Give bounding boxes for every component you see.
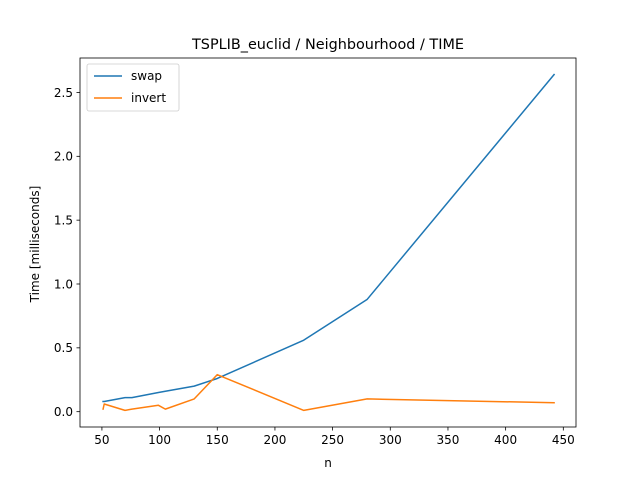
- x-tick-label: 400: [494, 433, 517, 447]
- legend-swap-label: swap: [131, 69, 162, 83]
- x-tick-label: 100: [148, 433, 171, 447]
- series-line-swap: [102, 73, 556, 403]
- x-tick-label: 250: [321, 433, 344, 447]
- x-tick-label: 150: [206, 433, 229, 447]
- y-axis-ticks: 0.0 0.5 1.0 1.5 2.0 2.5: [54, 86, 80, 419]
- x-axis-label: n: [324, 456, 332, 470]
- y-axis-label: Time [milliseconds]: [28, 186, 42, 304]
- plot-area-frame: [79, 57, 577, 428]
- x-tick-label: 300: [379, 433, 402, 447]
- legend-invert-label: invert: [131, 91, 166, 105]
- x-axis-ticks: 50 100 150 200 250 300 350 400 450: [94, 427, 575, 447]
- y-tick-label: 0.5: [54, 341, 73, 355]
- legend: swap invert: [86, 63, 180, 112]
- y-tick-label: 1.5: [54, 213, 73, 227]
- x-tick-label: 450: [552, 433, 575, 447]
- series-line-invert: [102, 373, 555, 412]
- chart-title: TSPLIB_euclid / Neighbourhood / TIME: [191, 37, 464, 53]
- x-tick-label: 200: [263, 433, 286, 447]
- y-tick-label: 2.0: [54, 150, 73, 164]
- x-tick-label: 50: [94, 433, 109, 447]
- y-tick-label: 1.0: [54, 277, 73, 291]
- y-tick-label: 2.5: [54, 86, 73, 100]
- x-tick-label: 350: [437, 433, 460, 447]
- series-lines: [102, 73, 556, 412]
- y-tick-label: 0.0: [54, 405, 73, 419]
